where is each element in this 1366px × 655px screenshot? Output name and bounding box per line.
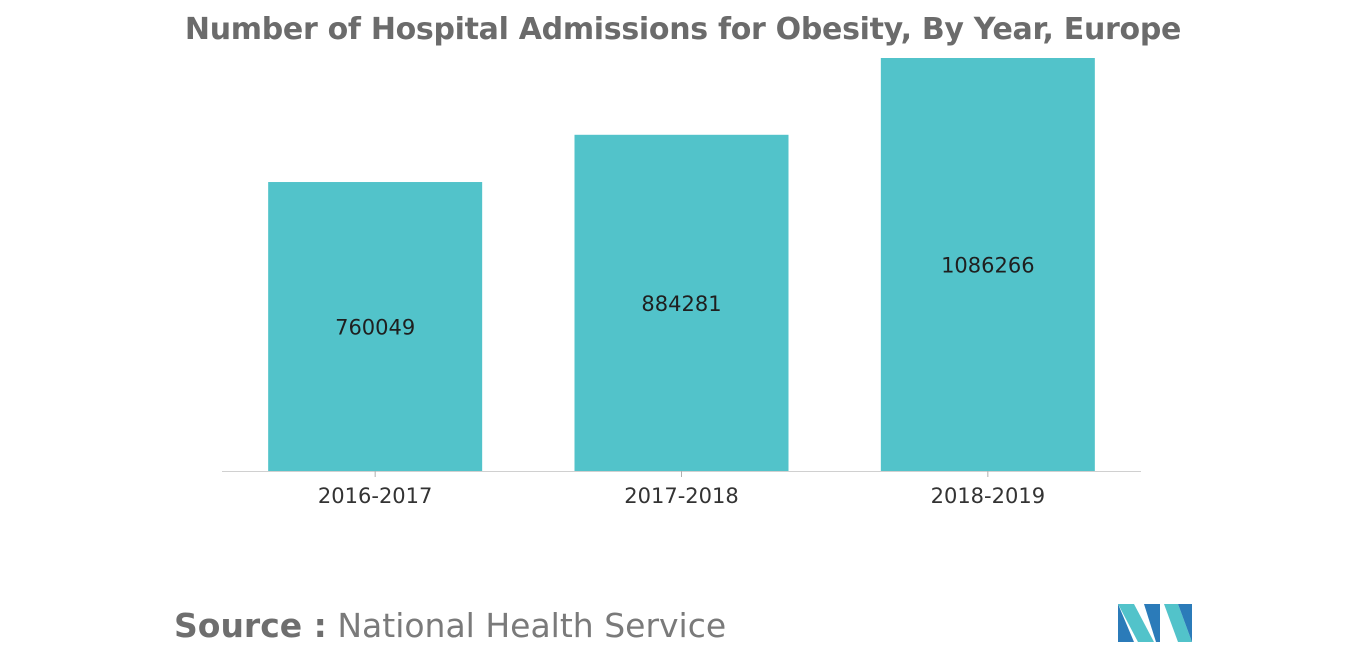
- logo-left-shape: [1118, 604, 1154, 642]
- bar-2016-2017: [268, 182, 483, 471]
- value-labels-layer: 760049 884281 1086266: [335, 254, 1035, 340]
- x-tick-label-2018-2019: 2018-2019: [931, 484, 1045, 508]
- logo-middle-shape: [1144, 604, 1160, 642]
- x-tick-label-2016-2017: 2016-2017: [318, 484, 432, 508]
- logo-right-base: [1178, 604, 1192, 642]
- value-label-2016-2017: 760049: [335, 316, 415, 340]
- bar-2018-2019: [880, 58, 1095, 471]
- chart-title: Number of Hospital Admissions for Obesit…: [184, 12, 1182, 47]
- value-label-2017-2018: 884281: [641, 292, 721, 316]
- x-axis-ticks-layer: 2016-2017 2017-2018 2018-2019: [318, 471, 1045, 508]
- logo-left-base: [1118, 604, 1134, 642]
- value-label-2018-2019: 1086266: [941, 254, 1035, 278]
- bar-2017-2018: [574, 134, 789, 471]
- source-label: Source :: [174, 606, 327, 645]
- mordor-logo-icon: [1118, 604, 1192, 642]
- logo-right-shape: [1164, 604, 1192, 642]
- source-text: National Health Service: [337, 606, 727, 645]
- bars-layer: [268, 58, 1095, 471]
- x-tick-label-2017-2018: 2017-2018: [624, 484, 738, 508]
- source-note: Source : National Health Service: [174, 606, 726, 645]
